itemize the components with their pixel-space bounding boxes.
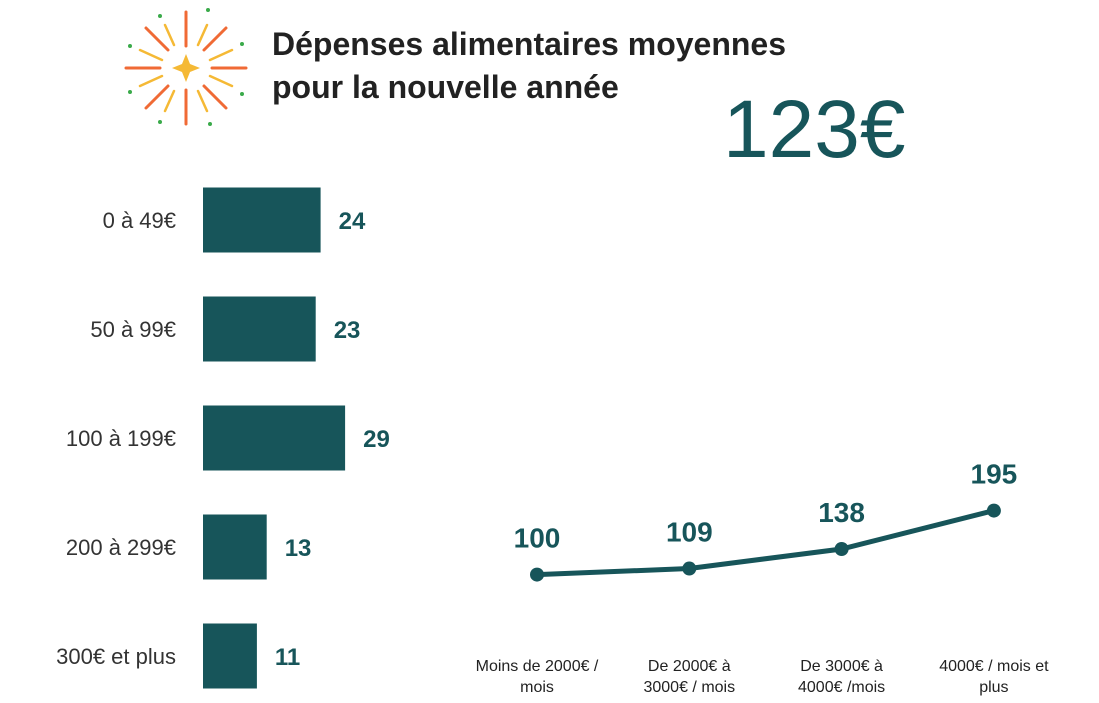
category-label: Moins de 2000€ / mois (475, 658, 599, 696)
point (986, 503, 1001, 518)
bar (203, 405, 346, 471)
point (530, 567, 544, 582)
value-label: 11 (275, 644, 300, 671)
category-label: 200 à 299€ (66, 535, 176, 560)
category-label: 0 à 49€ (103, 208, 176, 233)
value-label: 24 (339, 208, 366, 235)
value-label: 13 (285, 535, 312, 562)
bar (203, 187, 321, 253)
value-label: 109 (666, 517, 713, 548)
category-label: 100 à 199€ (66, 426, 176, 451)
bar (203, 296, 316, 362)
category-label: 300€ et plus (56, 644, 176, 669)
value-label: 195 (971, 459, 1018, 490)
firework-icon (124, 8, 248, 126)
point (834, 541, 849, 556)
bar (203, 514, 267, 580)
category-label: De 2000€ à 3000€ / mois (643, 658, 736, 696)
bar (203, 623, 257, 689)
title-line: pour la nouvelle année (272, 69, 619, 105)
category-label: De 3000€ à 4000€ /mois (798, 658, 886, 696)
line (536, 508, 995, 578)
value-label: 23 (334, 317, 361, 344)
title-line: Dépenses alimentaires moyennes (272, 26, 786, 62)
category-label: 50 à 99€ (90, 317, 176, 342)
value-label: 29 (363, 426, 390, 453)
highlight-value: 123€ (723, 84, 905, 175)
point (682, 561, 697, 576)
value-label: 138 (818, 497, 865, 528)
value-label: 100 (514, 523, 561, 554)
category-label: 4000€ / mois et plus (939, 658, 1049, 696)
